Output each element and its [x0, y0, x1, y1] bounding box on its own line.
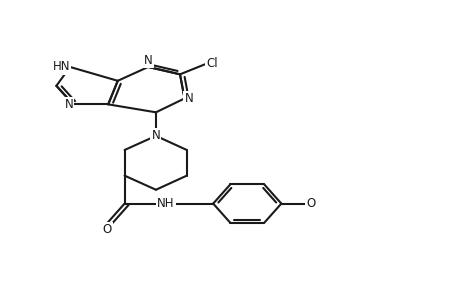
Text: HN: HN	[52, 61, 70, 74]
Text: NH: NH	[157, 197, 174, 210]
Text: O: O	[306, 197, 315, 210]
Text: O: O	[102, 223, 112, 236]
Text: Cl: Cl	[206, 57, 218, 70]
Text: N: N	[151, 129, 160, 142]
Text: N: N	[184, 92, 193, 105]
Text: N: N	[64, 98, 73, 111]
Text: N: N	[144, 54, 152, 67]
